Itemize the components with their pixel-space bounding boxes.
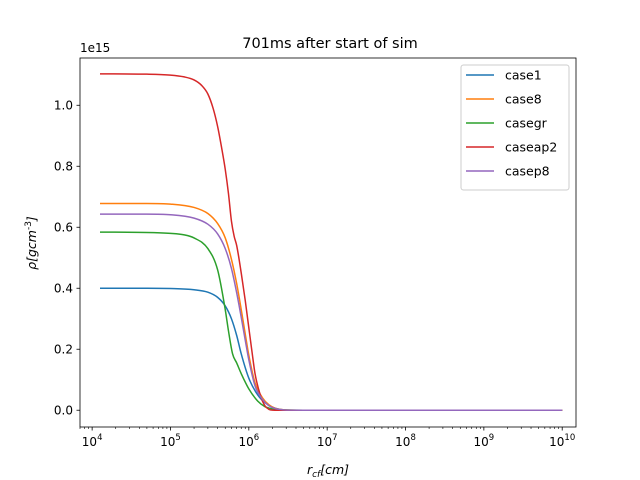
series-layer [99, 73, 563, 411]
x-tick-label: 109 [474, 433, 495, 449]
y-tick-label: 0.2 [54, 343, 73, 357]
chart-title: 701ms after start of sim [242, 36, 418, 52]
x-tick-label: 104 [82, 433, 103, 449]
y-axis-label: ρ[gcm-3] [24, 216, 39, 270]
plot-frame [79, 57, 577, 428]
y-axis-ticks: 0.0 0.2 0.4 0.6 0.8 1.0 [54, 99, 80, 418]
series-line-casep8 [99, 213, 563, 411]
legend-box [460, 64, 570, 191]
x-axis-label: rcf[cm] [307, 462, 349, 480]
legend-label-casep8: casep8 [505, 164, 550, 179]
legend-label-caseap2: caseap2 [505, 140, 557, 155]
y-tick-label: 0.4 [54, 282, 73, 296]
legend: case1 case8 casegr caseap2 casep8 [460, 64, 570, 191]
x-tick-label: 107 [317, 433, 338, 449]
y-tick-label: 0.6 [54, 221, 73, 235]
x-tick-label: 108 [395, 433, 416, 449]
x-axis-ticks: 104 105 106 107 108 109 1010 [79, 427, 575, 449]
legend-label-casegr: casegr [505, 116, 548, 131]
legend-label-case1: case1 [505, 68, 542, 83]
legend-label-case8: case8 [505, 92, 542, 107]
x-tick-label: 1010 [549, 433, 575, 449]
x-tick-label: 106 [238, 433, 259, 449]
y-tick-label: 1.0 [54, 99, 73, 113]
x-tick-label: 105 [160, 433, 181, 449]
y-tick-label: 0.8 [54, 160, 73, 174]
y-tick-label: 0.0 [54, 404, 73, 418]
y-offset-text: 1e15 [80, 41, 110, 55]
